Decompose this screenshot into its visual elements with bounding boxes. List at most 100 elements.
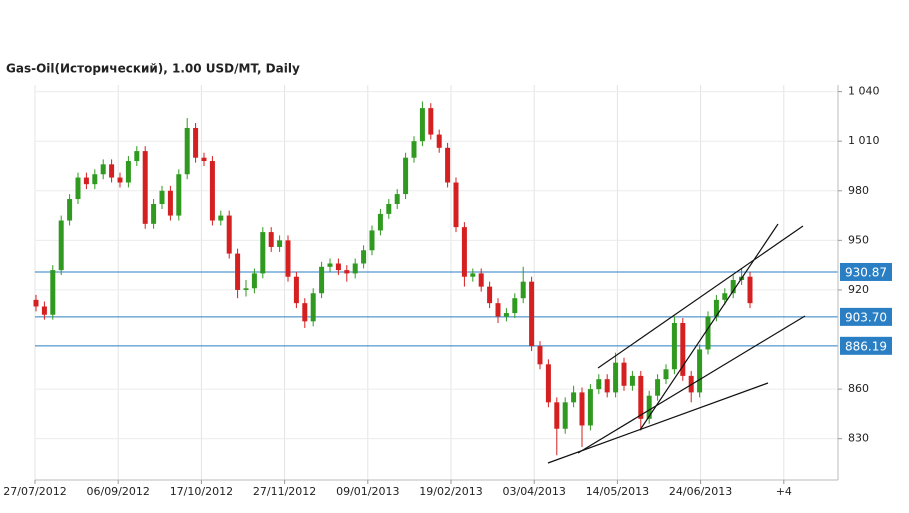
x-tick-label: 03/04/2013 [502, 485, 565, 498]
x-tick-label: 27/11/2012 [253, 485, 316, 498]
candle-body [209, 161, 215, 221]
candle-body [109, 164, 115, 178]
candle-body [596, 379, 602, 390]
candle-body [293, 276, 299, 304]
candle-body [411, 141, 417, 158]
candle-body [655, 379, 661, 396]
candle-body [621, 362, 627, 386]
chart-title: Gas-Oil(Исторический), 1.00 USD/MT, Dail… [6, 62, 300, 76]
candle-body [579, 392, 585, 426]
candle-body [520, 281, 526, 299]
candle-body [201, 157, 207, 162]
candle-body [268, 232, 274, 247]
candle-body [226, 215, 232, 254]
x-tick-label: 19/02/2013 [419, 485, 482, 498]
candle-body [33, 299, 39, 307]
candle-body [235, 253, 241, 290]
trend-lines [547, 223, 806, 464]
x-tick-label: 24/06/2013 [669, 485, 732, 498]
candle-body [125, 161, 131, 183]
candle-body [243, 288, 249, 290]
y-tick-label: 830 [848, 432, 869, 445]
candle-body [747, 276, 753, 304]
y-tick-label: 1 010 [848, 134, 880, 147]
candle-body [478, 273, 484, 287]
candle-body [722, 293, 728, 300]
candle-body [142, 151, 148, 224]
x-tick-label: +4 [776, 485, 792, 498]
candle-body [604, 379, 610, 393]
candle-body [184, 127, 190, 175]
candle-body [58, 220, 64, 271]
candle-body [613, 362, 619, 393]
candle-body [529, 281, 535, 347]
trend-line [639, 223, 779, 431]
candle-body [167, 190, 173, 216]
candle-body [302, 303, 308, 322]
candle-body [159, 190, 165, 204]
candle-body [713, 299, 719, 317]
candle-body [75, 177, 81, 200]
candle-body [730, 280, 736, 294]
candle-body [495, 303, 501, 317]
candle-body [260, 232, 266, 274]
candle-body [638, 375, 644, 419]
level-label: 903.70 [845, 310, 887, 324]
candle-body [705, 316, 711, 350]
x-tick-label: 09/01/2013 [336, 485, 399, 498]
y-tick-label: 950 [848, 233, 869, 246]
candle-body [445, 147, 451, 183]
candle-body [327, 263, 333, 267]
candle-body [319, 266, 325, 294]
x-tick-label: 06/09/2012 [86, 485, 149, 498]
candle-body [537, 346, 543, 365]
candle-body [587, 389, 593, 426]
trend-line [597, 225, 804, 369]
candle-body [562, 402, 568, 429]
candle-body [176, 174, 182, 216]
level-label: 886.19 [845, 339, 887, 353]
candle-body [83, 177, 89, 185]
candle-body [92, 174, 98, 185]
candle-body [352, 263, 358, 274]
candle-body [67, 199, 73, 221]
candle-body [344, 270, 350, 274]
candle-body [453, 182, 459, 228]
candle-body [377, 213, 383, 231]
x-tick-label: 14/05/2013 [586, 485, 649, 498]
candle-body [571, 392, 577, 403]
level-label-box [840, 262, 892, 281]
candle-body [361, 250, 367, 264]
candle-body [680, 322, 686, 376]
x-tick-label: 17/10/2012 [170, 485, 233, 498]
candle-body [386, 203, 392, 214]
candle-body [277, 240, 283, 247]
y-tick-label: 920 [848, 283, 869, 296]
candle-body [487, 286, 493, 304]
level-label-box [840, 307, 892, 326]
candle-body [100, 164, 106, 175]
candle-body [436, 134, 442, 148]
candle-body [369, 230, 375, 251]
candle-body [428, 108, 434, 135]
candle-body [461, 227, 467, 277]
candle-body [512, 298, 518, 314]
candle-body [285, 240, 291, 277]
candle-body [310, 293, 316, 322]
candle-body [251, 273, 257, 289]
candle-body [545, 364, 551, 403]
candle-body [151, 203, 157, 224]
x-tick-label: 27/07/2012 [3, 485, 66, 498]
y-tick-label: 860 [848, 382, 869, 395]
candle-body [193, 127, 199, 158]
level-label-box [840, 336, 892, 355]
candle-body [50, 270, 56, 315]
candle-body [134, 151, 140, 162]
candle-body [218, 215, 224, 221]
y-tick-label: 1 040 [848, 85, 880, 98]
candle-body [503, 313, 509, 317]
level-label: 930.87 [845, 265, 887, 279]
candle-body [394, 194, 400, 204]
trend-line [577, 315, 806, 454]
